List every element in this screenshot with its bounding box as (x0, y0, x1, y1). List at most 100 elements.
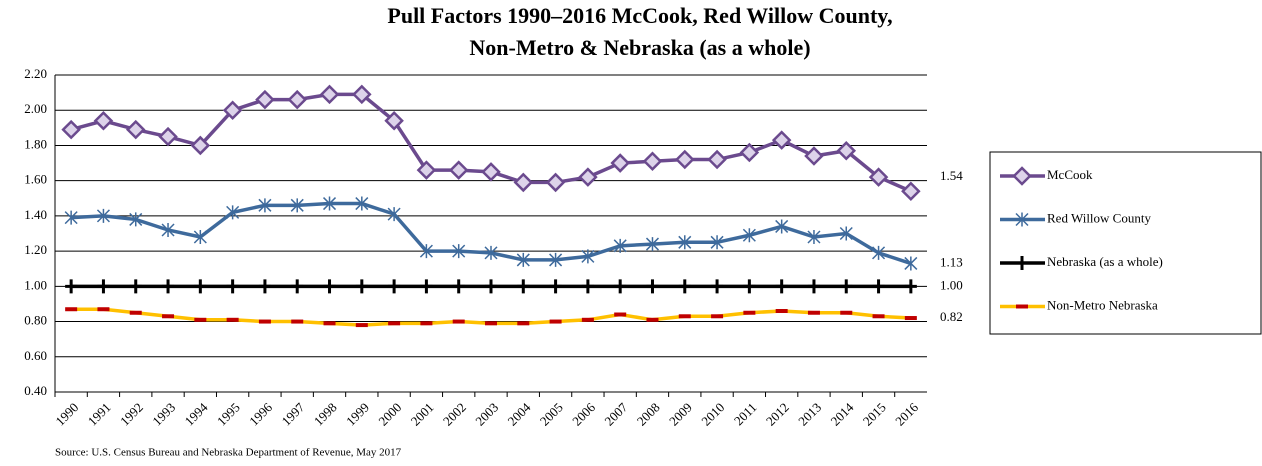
source-note: Source: U.S. Census Bureau and Nebraska … (55, 447, 402, 459)
point (255, 89, 275, 110)
point (222, 100, 243, 120)
point (226, 205, 240, 220)
point (872, 279, 885, 294)
point (387, 207, 401, 222)
point (578, 167, 598, 187)
legend-label: Nebraska (as a whole) (1047, 254, 1163, 269)
x-tick-label: 2010 (698, 400, 727, 429)
point (678, 235, 692, 250)
data-label: 1.13 (940, 254, 963, 269)
point (739, 142, 760, 163)
x-tick-label: 2016 (892, 399, 921, 428)
x-tick-label: 2003 (472, 400, 501, 429)
x-tick-label: 1992 (117, 400, 146, 429)
x-tick-label: 1990 (52, 400, 81, 429)
point (448, 160, 469, 180)
x-tick-label: 2013 (795, 400, 824, 429)
point (193, 230, 207, 245)
point (96, 208, 110, 223)
point (872, 245, 886, 260)
point (388, 279, 401, 294)
point (581, 249, 595, 264)
x-tick-label: 1998 (311, 400, 340, 429)
point (125, 119, 146, 140)
point (129, 279, 142, 294)
y-tick-label: 1.00 (24, 277, 47, 292)
y-tick-label: 2.00 (24, 101, 47, 116)
chart-title: Pull Factors 1990–2016 McCook, Red Willo… (387, 3, 892, 28)
point (710, 235, 724, 250)
x-tick-label: 2008 (634, 400, 663, 429)
point (904, 279, 917, 294)
point (258, 198, 272, 213)
point (226, 279, 239, 294)
point (420, 279, 433, 294)
point (840, 279, 853, 294)
x-tick-label: 1991 (85, 400, 114, 429)
point (807, 279, 820, 294)
point (775, 219, 789, 234)
point (581, 279, 594, 294)
point (190, 135, 211, 156)
point (678, 279, 691, 294)
point (352, 84, 372, 105)
x-tick-label: 2009 (666, 400, 695, 429)
point (97, 279, 110, 294)
point (291, 279, 304, 294)
point (158, 126, 178, 147)
x-tick-label: 2001 (408, 400, 437, 429)
x-tick-label: 1994 (182, 399, 211, 428)
x-tick-label: 2000 (375, 400, 404, 429)
x-tick-label: 1995 (214, 400, 243, 429)
point (645, 237, 660, 252)
point (290, 198, 304, 213)
point (64, 210, 78, 225)
x-tick-label: 2014 (827, 399, 856, 428)
point (549, 279, 562, 294)
point (419, 244, 433, 259)
x-tick-label: 2012 (763, 400, 792, 429)
x-tick-label: 1999 (343, 400, 372, 429)
point (485, 279, 497, 294)
y-tick-label: 2.20 (24, 66, 47, 81)
point (711, 279, 724, 294)
point (258, 279, 271, 294)
point (93, 111, 114, 131)
data-label: 0.82 (940, 309, 963, 324)
legend-label: Red Willow County (1047, 210, 1151, 225)
point (161, 222, 175, 237)
y-tick-label: 0.60 (24, 348, 47, 363)
x-tick-label: 2004 (505, 399, 534, 428)
point (610, 153, 630, 173)
point (416, 160, 437, 180)
data-label: 1.54 (940, 168, 963, 183)
y-tick-label: 0.40 (24, 383, 47, 398)
point (1012, 166, 1032, 186)
point (517, 279, 530, 294)
point (65, 279, 78, 294)
point (513, 172, 534, 193)
legend-label: Non-Metro Nebraska (1047, 297, 1158, 312)
point (868, 167, 889, 187)
point (384, 111, 404, 131)
point (614, 279, 627, 294)
point (743, 279, 756, 294)
x-tick-label: 1993 (149, 400, 178, 429)
point (839, 226, 853, 241)
point (322, 196, 337, 211)
x-tick-label: 2007 (601, 399, 630, 428)
y-tick-label: 1.80 (24, 136, 47, 151)
point (355, 279, 368, 294)
point (775, 279, 788, 294)
point (613, 238, 627, 253)
point (61, 119, 81, 140)
y-tick-label: 1.20 (24, 242, 47, 257)
point (194, 279, 207, 294)
point (323, 279, 336, 294)
point (516, 252, 530, 267)
x-tick-label: 1997 (278, 399, 307, 428)
point (355, 196, 369, 211)
data-label: 1.00 (940, 277, 963, 292)
y-tick-label: 1.40 (24, 207, 47, 222)
